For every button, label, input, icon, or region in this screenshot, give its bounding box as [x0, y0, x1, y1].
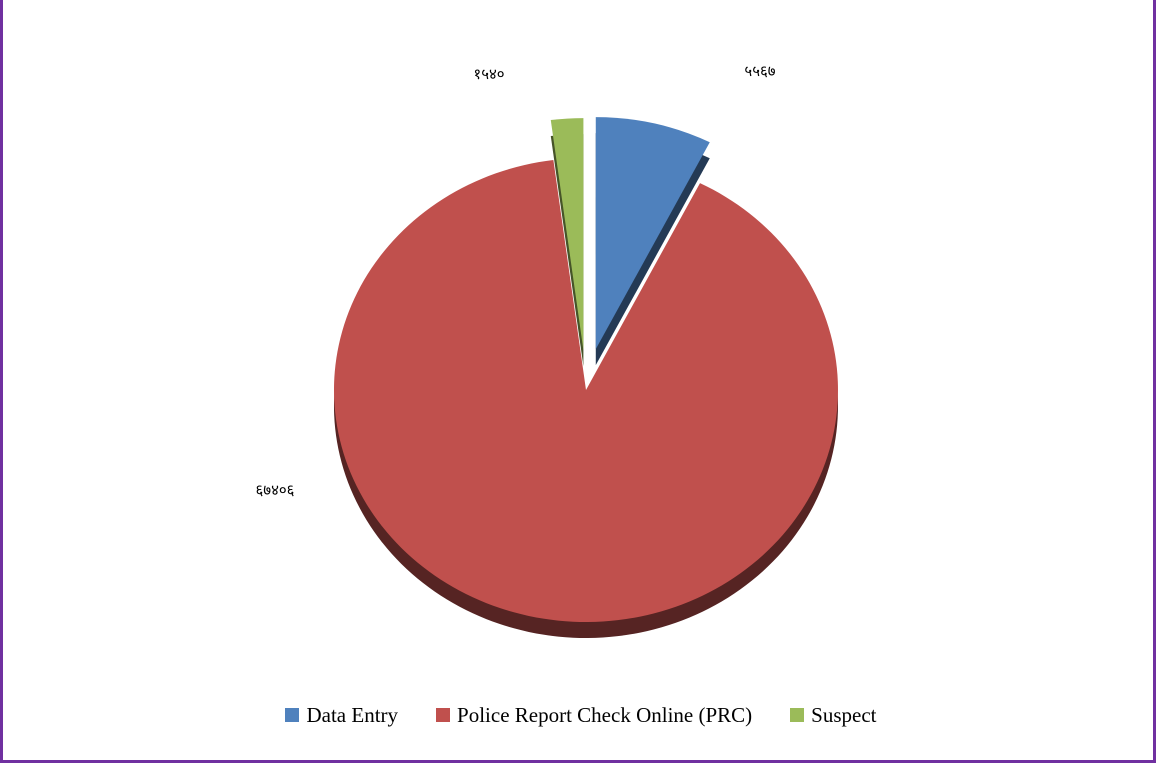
- pie-slice: [550, 118, 584, 351]
- legend-swatch: [790, 708, 805, 722]
- pie-data-label: ६७४०६: [255, 481, 294, 499]
- legend-swatch: [285, 708, 300, 722]
- legend-label: Data Entry: [306, 702, 399, 727]
- pie-data-label: ५५६७: [744, 62, 775, 80]
- pie-slices: [333, 117, 838, 622]
- pie-data-labels: ५५६७ ६७४०६ १५४०: [255, 62, 775, 499]
- chart-legend: Data Entry Police Report Check Online (P…: [3, 700, 1156, 730]
- legend-item-prc: Police Report Check Online (PRC): [436, 703, 752, 728]
- pie-data-label: १५४०: [473, 65, 504, 83]
- legend-item-data-entry: Data Entry: [285, 703, 398, 728]
- legend-swatch: [436, 708, 451, 722]
- legend-item-suspect: Suspect: [790, 702, 877, 728]
- legend-label: Suspect: [811, 702, 877, 727]
- pie-chart: ५५६७ ६७४०६ १५४०: [255, 62, 838, 638]
- pie-slice: [595, 117, 710, 350]
- legend-label: Police Report Check Online (PRC): [457, 702, 753, 727]
- pie-slice: [333, 159, 838, 622]
